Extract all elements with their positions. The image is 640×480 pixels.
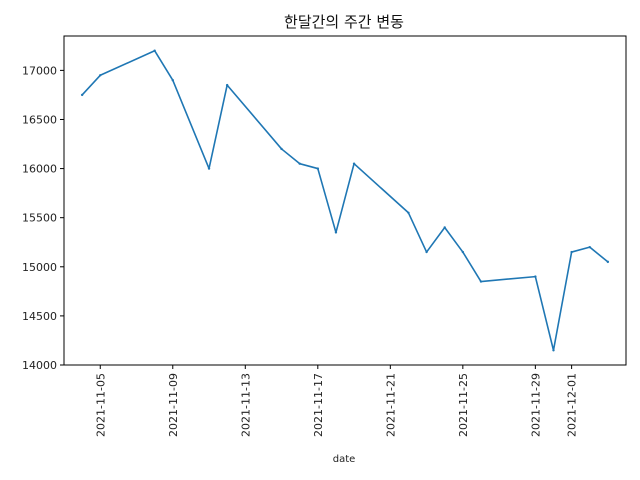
data-point (461, 250, 465, 254)
x-tick-label: 2021-11-09 (167, 373, 180, 437)
chart-title: 한달간의 주간 변동 (284, 13, 404, 31)
x-axis: 2021-11-05 2021-11-09 2021-11-13 2021-11-17… (94, 365, 579, 437)
data-point (298, 162, 301, 165)
data-point (334, 231, 338, 234)
y-tick-label: 16500 (22, 113, 57, 126)
data-point (99, 74, 102, 77)
y-axis: 14000 14500 15000 15500 16000 16500 17000 (22, 64, 64, 372)
x-tick-label: 2021-11-05 (94, 373, 107, 437)
data-point (552, 349, 555, 352)
data-point (479, 280, 483, 283)
data-point (280, 147, 283, 151)
data-point (534, 275, 537, 278)
data-point (606, 260, 610, 264)
data-point (570, 250, 573, 254)
data-point (80, 93, 84, 97)
x-tick-label: 2021-11-17 (312, 373, 325, 437)
y-tick-label: 17000 (22, 64, 57, 77)
y-tick-label: 15000 (22, 261, 57, 274)
x-tick-label: 2021-11-13 (239, 373, 252, 437)
y-tick-label: 14000 (22, 359, 57, 372)
y-tick-label: 15500 (22, 212, 57, 225)
x-axis-label: date (333, 454, 356, 465)
data-point (588, 245, 591, 249)
data-point (407, 211, 410, 214)
x-tick-label: 2021-11-29 (529, 373, 542, 437)
data-point (352, 162, 356, 165)
data-point (425, 250, 428, 254)
y-tick-label: 16000 (22, 163, 57, 176)
x-tick-label: 2021-12-01 (566, 373, 579, 437)
data-point (316, 167, 320, 170)
data-point (153, 49, 156, 52)
x-tick-label: 2021-11-25 (457, 373, 470, 437)
y-tick-label: 14500 (22, 310, 57, 323)
data-point (171, 78, 174, 82)
series-points (80, 49, 610, 352)
data-point (207, 167, 211, 170)
plot-area-frame (63, 35, 627, 366)
data-point (225, 83, 229, 87)
data-point (443, 226, 446, 229)
x-tick-label: 2021-11-21 (384, 373, 397, 437)
